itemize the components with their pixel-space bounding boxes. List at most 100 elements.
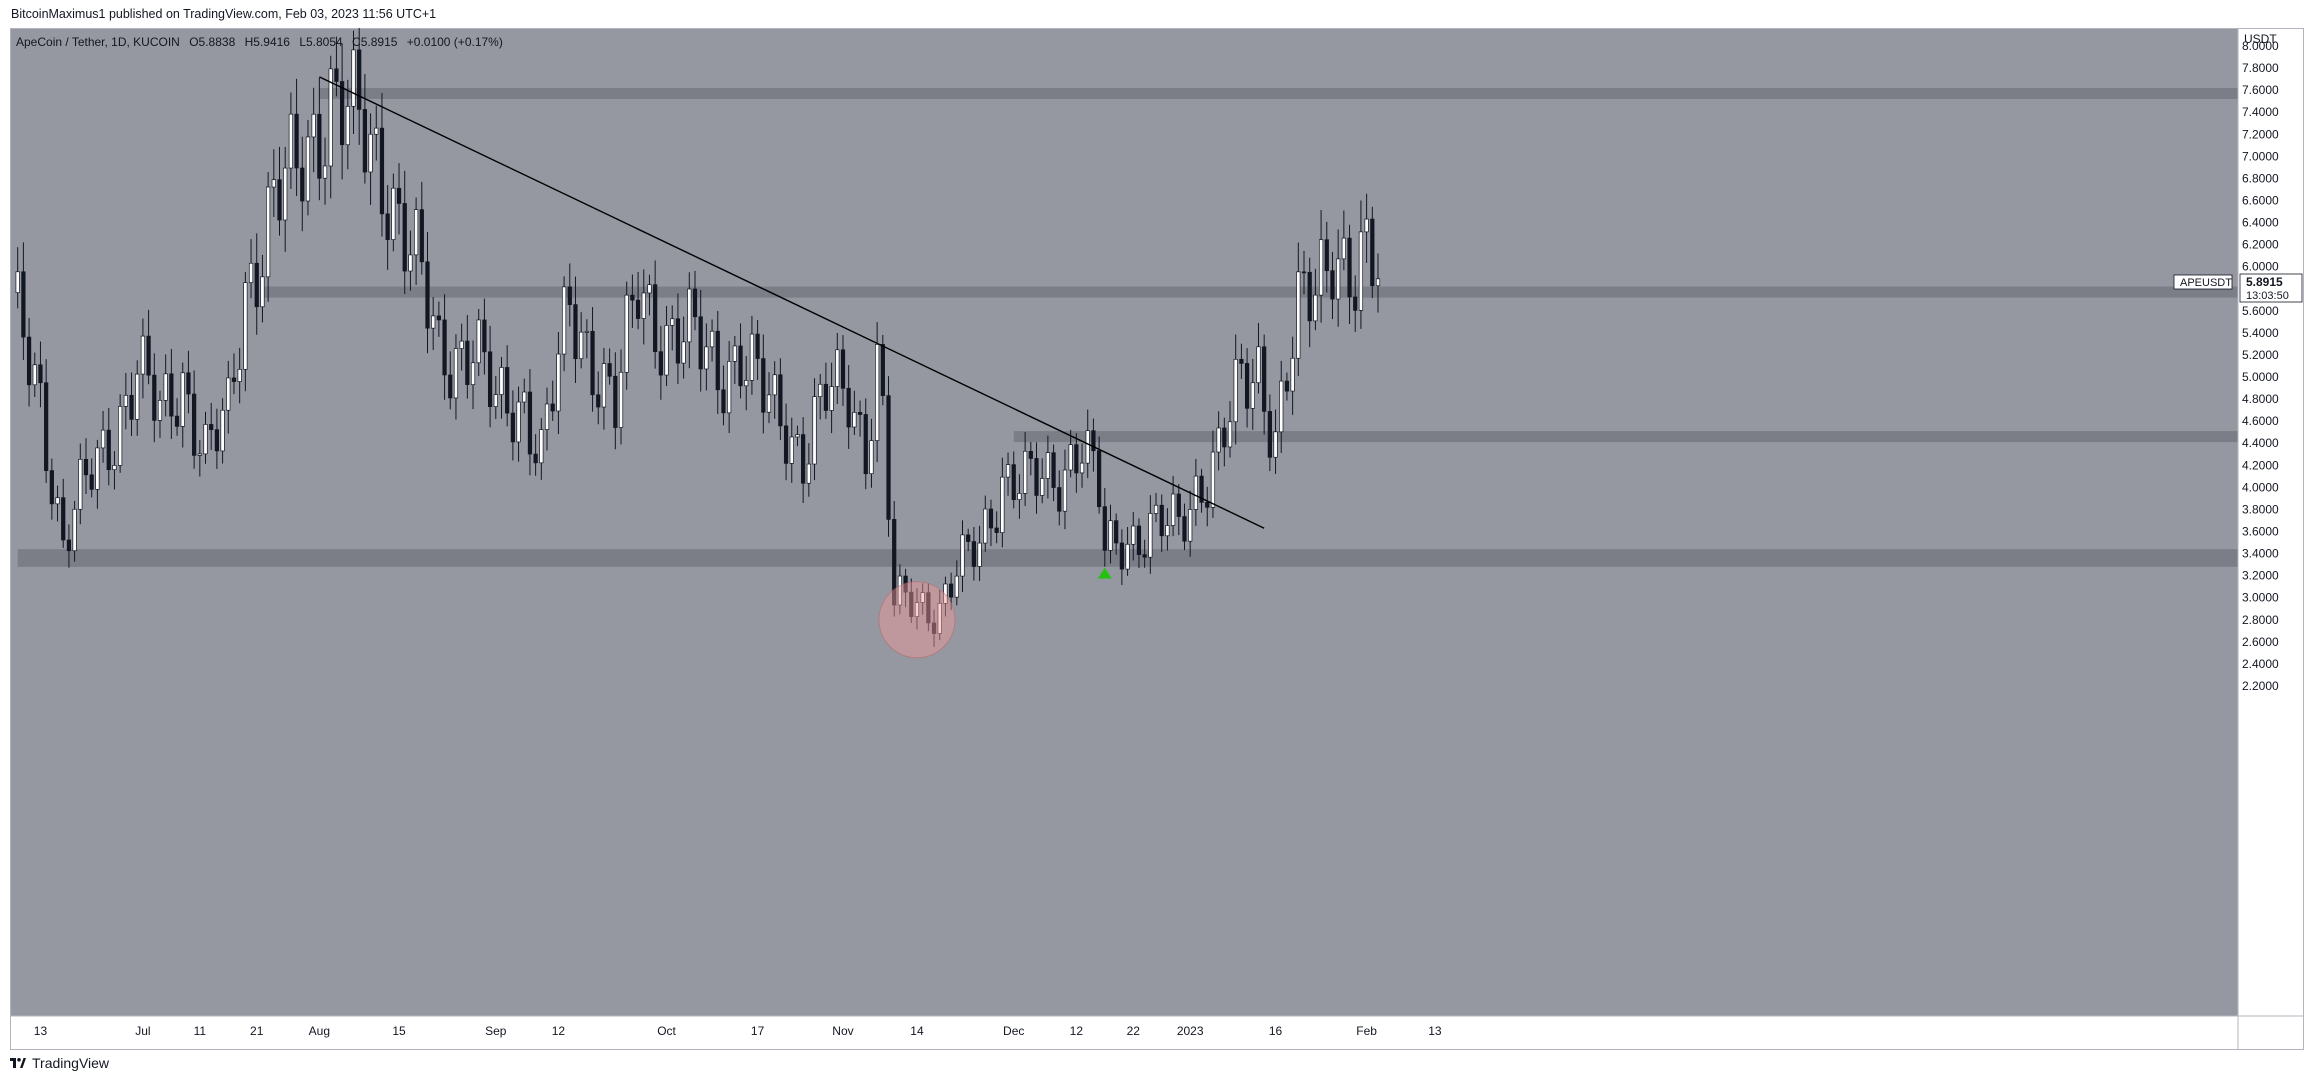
- candle: [391, 173, 396, 252]
- price-axis-panel[interactable]: [2238, 29, 2303, 1016]
- candle-body: [32, 364, 37, 386]
- candle-body: [237, 368, 242, 382]
- candle-body: [931, 622, 937, 634]
- candle: [362, 73, 367, 184]
- candle: [26, 317, 32, 407]
- candle: [294, 78, 299, 197]
- candle: [1250, 358, 1255, 430]
- candle-body: [277, 179, 282, 221]
- candle-body: [937, 603, 942, 634]
- price-label: 5.2000: [2242, 348, 2279, 362]
- candle-body: [1273, 431, 1278, 458]
- candle: [692, 270, 698, 331]
- candle-body: [1216, 427, 1221, 453]
- candle-body: [1353, 296, 1358, 311]
- candle: [755, 319, 760, 381]
- candle-body: [670, 318, 675, 326]
- time-label: Jul: [135, 1024, 150, 1038]
- candle-body: [1330, 270, 1335, 300]
- candle-body: [180, 372, 185, 427]
- candle: [641, 269, 646, 345]
- candle-body: [152, 374, 157, 421]
- candle: [317, 77, 322, 201]
- time-label: 13: [1428, 1024, 1442, 1038]
- candle: [1125, 527, 1130, 576]
- candle: [1216, 411, 1221, 471]
- candle-body: [419, 209, 424, 263]
- candle: [72, 500, 77, 562]
- candle: [328, 55, 333, 199]
- candle: [613, 352, 618, 450]
- tradingview-brand[interactable]: TradingView: [32, 1055, 110, 1071]
- candle-body: [977, 542, 982, 567]
- candle-body: [214, 429, 220, 452]
- candle: [385, 185, 390, 270]
- candle: [1370, 206, 1375, 299]
- candle: [260, 254, 265, 323]
- time-axis-labels: 13 Jul 11 21 Aug 15 Sep 12 Oct 17 Nov 14 Dec 12 22 2023…: [34, 1024, 1442, 1038]
- candle-body: [226, 377, 231, 411]
- price-label: 8.0000: [2242, 39, 2279, 53]
- candle-body: [61, 497, 66, 541]
- candle-body: [1301, 271, 1307, 274]
- candle-body: [1199, 475, 1204, 503]
- time-label: 17: [751, 1024, 765, 1038]
- candle: [988, 499, 994, 546]
- time-label: 22: [1127, 1024, 1141, 1038]
- candle-body: [709, 330, 715, 348]
- candle: [89, 458, 94, 498]
- candle: [487, 325, 493, 428]
- price-label: 3.2000: [2242, 569, 2279, 583]
- candle-body: [203, 424, 208, 455]
- candle: [704, 323, 709, 391]
- candle: [146, 309, 151, 385]
- candle-body: [738, 345, 743, 387]
- candle-body: [1045, 452, 1050, 479]
- candle-body: [857, 411, 863, 415]
- candle-body: [1108, 520, 1113, 551]
- candle-body: [960, 534, 965, 577]
- candle: [812, 378, 817, 481]
- candle: [698, 289, 703, 392]
- candle-body: [846, 387, 851, 428]
- price-label: 5.4000: [2242, 326, 2279, 340]
- candle-body: [607, 363, 612, 377]
- candle: [806, 443, 811, 497]
- candle: [21, 242, 26, 360]
- candle-body: [1131, 525, 1136, 545]
- candle: [744, 356, 749, 411]
- bottom-circle-marker: [878, 581, 956, 659]
- candle: [527, 369, 533, 476]
- candle-body: [1079, 462, 1085, 474]
- candle-body: [1114, 520, 1119, 544]
- candle-body: [1091, 430, 1096, 452]
- candle-body: [630, 294, 635, 301]
- candle: [681, 316, 686, 379]
- candle-body: [1233, 358, 1238, 423]
- price-chart[interactable]: USDT 8.0000 7.8000 7.6000 7.4000 7.2000 7.000…: [10, 28, 2304, 1050]
- candle-body: [311, 113, 316, 138]
- candle: [448, 351, 453, 410]
- candle-body: [744, 380, 749, 387]
- candle-body: [516, 401, 521, 443]
- descending-trendline: [319, 76, 1265, 529]
- candle-body: [362, 109, 367, 173]
- candle-body: [567, 286, 572, 305]
- candle-body: [1159, 504, 1164, 537]
- candle-body: [1085, 430, 1090, 464]
- candle-body: [766, 394, 772, 413]
- candle: [1273, 409, 1278, 474]
- candle: [732, 336, 737, 384]
- candle: [1170, 475, 1176, 537]
- chart-plot-area[interactable]: [11, 29, 2238, 1016]
- candle: [106, 407, 111, 486]
- chart-legend: ApeCoin / Tether, 1D, KUCOIN O5.8838 H5.…: [16, 35, 503, 49]
- price-label: 2.2000: [2242, 679, 2279, 693]
- candle: [419, 181, 424, 275]
- candle-body: [1205, 502, 1210, 508]
- candle: [55, 485, 60, 522]
- candle-body: [26, 336, 32, 386]
- candle: [966, 528, 971, 552]
- candle-body: [459, 340, 464, 349]
- candle-body: [522, 391, 527, 403]
